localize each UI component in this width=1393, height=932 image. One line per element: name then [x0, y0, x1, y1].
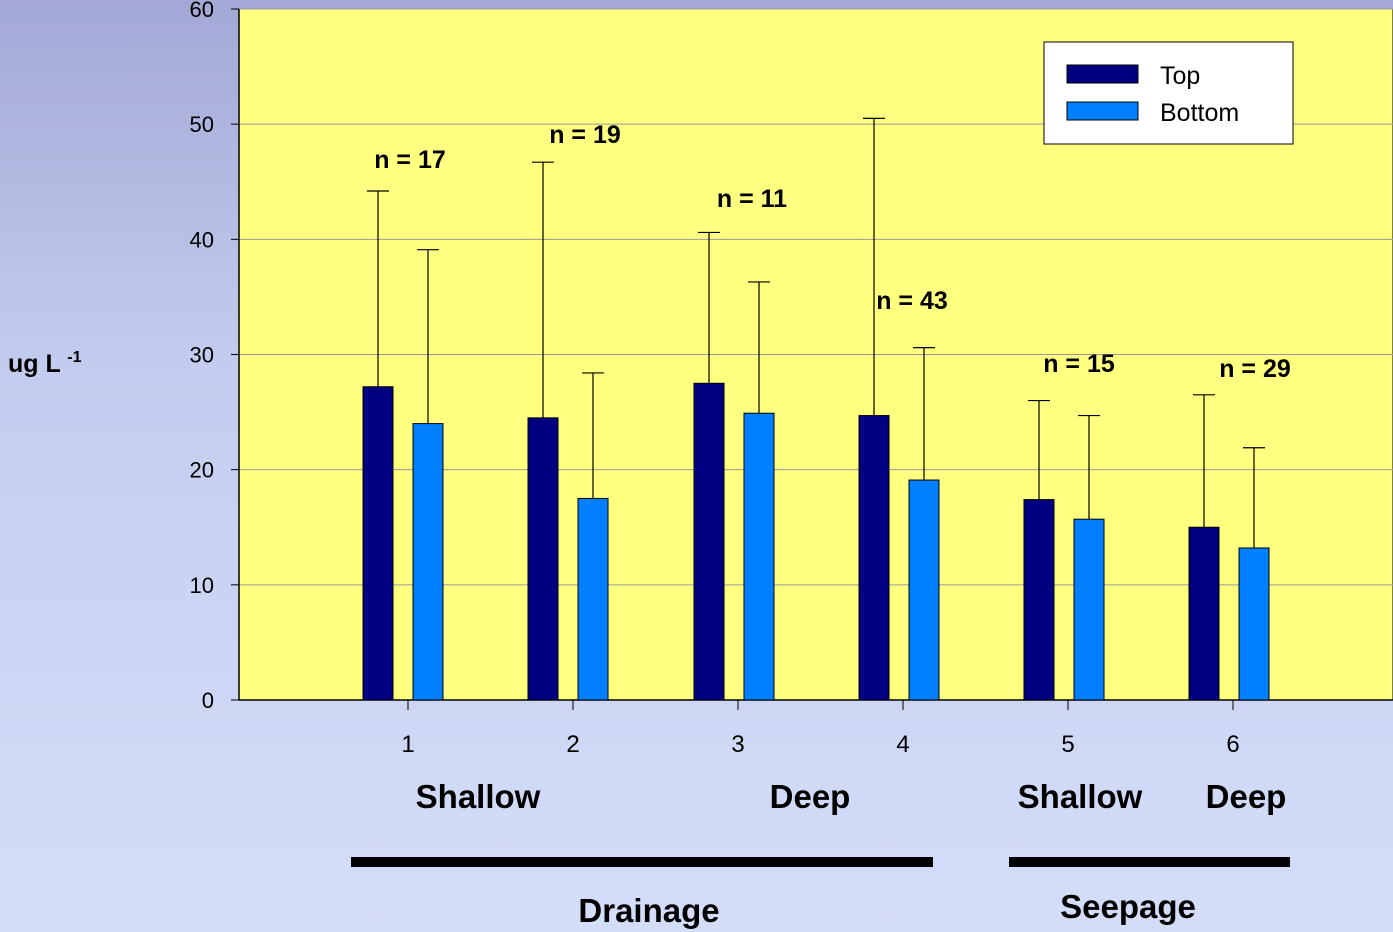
depth-label: Deep — [770, 778, 851, 815]
n-label: n = 11 — [717, 185, 787, 213]
x-tick-label: 6 — [1226, 731, 1239, 758]
depth-label: Shallow — [1018, 778, 1143, 815]
depth-label: Deep — [1206, 778, 1287, 815]
legend-label: Bottom — [1160, 99, 1239, 127]
bar — [1073, 518, 1105, 701]
bar — [743, 412, 775, 701]
n-label: n = 19 — [549, 121, 621, 149]
y-tick-label: 40 — [190, 227, 214, 252]
y-tick-label: 60 — [190, 0, 214, 22]
y-axis-label-superscript: -1 — [67, 349, 81, 366]
bar — [1023, 499, 1055, 701]
bar — [577, 497, 609, 701]
x-tick-label: 3 — [731, 731, 744, 758]
n-label: n = 15 — [1043, 350, 1115, 378]
legend-box — [1043, 41, 1294, 145]
legend-swatch — [1066, 64, 1139, 84]
x-tick-label: 4 — [896, 731, 909, 758]
bar — [527, 417, 559, 701]
y-axis-label-text: ug L — [8, 350, 67, 378]
bar — [362, 386, 394, 701]
bar — [1238, 547, 1270, 701]
y-tick-label: 20 — [190, 458, 214, 483]
legend-label: Top — [1160, 62, 1200, 90]
y-tick-label: 0 — [202, 688, 214, 713]
bar — [412, 423, 444, 701]
x-tick-label: 2 — [566, 731, 579, 758]
n-label: n = 29 — [1219, 355, 1291, 383]
y-tick-label: 30 — [190, 343, 214, 368]
bar — [1188, 526, 1220, 701]
legend-swatch — [1066, 101, 1139, 121]
bar — [908, 479, 940, 701]
n-label: n = 43 — [876, 287, 948, 315]
group-label: Seepage — [1060, 888, 1196, 925]
group-label: Drainage — [578, 892, 719, 929]
bar — [693, 382, 725, 701]
depth-label: Shallow — [416, 778, 541, 815]
y-tick-label: 10 — [190, 573, 214, 598]
bar — [858, 415, 890, 701]
x-tick-label: 5 — [1061, 731, 1074, 758]
x-tick-label: 1 — [401, 731, 414, 758]
y-tick-label: 50 — [190, 112, 214, 137]
y-axis-label: ug L -1 — [8, 349, 82, 378]
n-label: n = 17 — [374, 146, 446, 174]
